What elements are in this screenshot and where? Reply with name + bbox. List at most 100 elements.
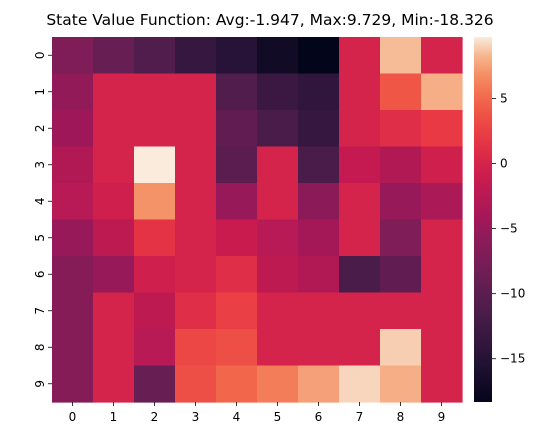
heatmap-cell [339, 329, 381, 367]
x-tick-label: 3 [192, 410, 200, 424]
y-tick-label: 8 [33, 343, 47, 351]
heatmap-cell [421, 146, 463, 184]
y-axis-ticks: 0 1 2 3 4 5 6 7 8 9 [33, 51, 52, 388]
heatmap-cell [216, 365, 258, 403]
heatmap-cell [175, 219, 217, 257]
heatmap-cell [421, 365, 463, 403]
heatmap-cell [257, 73, 299, 111]
heatmap-cell [216, 146, 258, 184]
x-tick-label: 8 [397, 410, 405, 424]
heatmap-cell [339, 292, 381, 330]
heatmap-cell [298, 73, 340, 111]
heatmap-cell [175, 37, 217, 75]
heatmap-cell [257, 37, 299, 75]
x-tick-label: 0 [69, 410, 77, 424]
heatmap-cell [52, 365, 94, 403]
heatmap-cell [380, 73, 422, 111]
heatmap-cell [339, 365, 381, 403]
heatmap-cell [93, 110, 135, 148]
heatmap-cell [421, 219, 463, 257]
heatmap-cell [175, 256, 217, 294]
heatmap-cell [175, 329, 217, 367]
heatmap-cell [298, 329, 340, 367]
heatmap-cell [257, 256, 299, 294]
y-tick-label: 6 [33, 270, 47, 278]
heatmap-cell [175, 110, 217, 148]
heatmap-cell [421, 110, 463, 148]
heatmap-cell [216, 37, 258, 75]
heatmap-cell [339, 73, 381, 111]
colorbar-tick-label: −10 [500, 287, 525, 301]
heatmap-cell [298, 37, 340, 75]
heatmap-cell [175, 292, 217, 330]
colorbar-gradient [474, 37, 492, 402]
heatmap-cell [298, 256, 340, 294]
heatmap-cell [216, 73, 258, 111]
heatmap-cell [93, 146, 135, 184]
colorbar-tick-label: 5 [500, 92, 508, 106]
heatmap-cell [93, 365, 135, 403]
heatmap-cell [93, 329, 135, 367]
heatmap-cell [298, 292, 340, 330]
heatmap-cell [216, 292, 258, 330]
heatmap-cell [134, 329, 176, 367]
heatmap-cell [52, 146, 94, 184]
x-tick-label: 2 [151, 410, 159, 424]
heatmap-cell [257, 292, 299, 330]
heatmap-cell [52, 219, 94, 257]
y-tick-label: 4 [33, 197, 47, 205]
colorbar-tick-label: 0 [500, 157, 508, 171]
heatmap-cell [93, 256, 135, 294]
heatmap-cell [52, 329, 94, 367]
heatmap-cell [216, 329, 258, 367]
x-tick-label: 1 [110, 410, 118, 424]
heatmap-cell [52, 73, 94, 111]
x-tick-label: 4 [233, 410, 241, 424]
x-axis-ticks: 0 1 2 3 4 5 6 7 8 9 [69, 402, 446, 424]
heatmap-cell [257, 183, 299, 221]
heatmap-cell [421, 73, 463, 111]
colorbar-tick-label: −5 [500, 222, 518, 236]
x-tick-label: 9 [438, 410, 446, 424]
heatmap-cell [257, 146, 299, 184]
heatmap-cell [339, 256, 381, 294]
heatmap-cell [93, 292, 135, 330]
heatmap-cell [298, 183, 340, 221]
heatmap-cell [52, 183, 94, 221]
heatmap-cell [380, 292, 422, 330]
heatmap-cell [339, 219, 381, 257]
x-tick-label: 7 [356, 410, 364, 424]
heatmap-cell [134, 292, 176, 330]
heatmap-cell [298, 146, 340, 184]
heatmap-cell [380, 365, 422, 403]
heatmap-cell [134, 219, 176, 257]
heatmap-cells [52, 37, 463, 403]
heatmap-cell [257, 329, 299, 367]
heatmap-cell [134, 146, 176, 184]
heatmap-cell [421, 183, 463, 221]
heatmap-cell [421, 256, 463, 294]
heatmap-cell [380, 219, 422, 257]
y-tick-label: 7 [33, 307, 47, 315]
heatmap-cell [93, 37, 135, 75]
heatmap-cell [380, 329, 422, 367]
y-tick-label: 3 [33, 161, 47, 169]
heatmap-cell [52, 37, 94, 75]
colorbar-ticks: 5 0 −5 −10 −15 [492, 92, 525, 366]
heatmap-cell [339, 37, 381, 75]
y-tick-label: 5 [33, 234, 47, 242]
heatmap-cell [52, 256, 94, 294]
colorbar-tick-label: −15 [500, 352, 525, 366]
heatmap-cell [380, 37, 422, 75]
heatmap-cell [216, 110, 258, 148]
heatmap-cell [175, 183, 217, 221]
chart-title: State Value Function: Avg:-1.947, Max:9.… [46, 11, 493, 29]
heatmap-cell [134, 110, 176, 148]
heatmap-cell [134, 183, 176, 221]
heatmap-cell [380, 146, 422, 184]
heatmap-cell [52, 110, 94, 148]
x-tick-label: 6 [315, 410, 323, 424]
heatmap-cell [93, 73, 135, 111]
heatmap-cell [298, 365, 340, 403]
